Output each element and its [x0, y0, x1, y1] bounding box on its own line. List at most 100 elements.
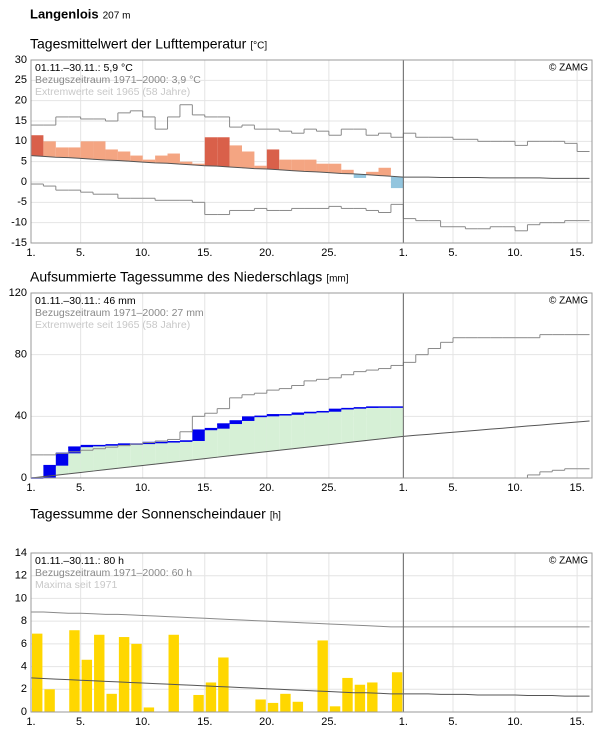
- x-tick-label: 1.: [26, 247, 35, 259]
- temperature-bar: [291, 159, 305, 172]
- sunshine-bar: [255, 699, 266, 712]
- daily-precipitation: [229, 420, 242, 425]
- x-tick-label: 5.: [448, 482, 457, 494]
- surplus-area: [217, 424, 230, 457]
- chart-unit: [h]: [270, 511, 281, 522]
- y-tick-label: -15: [11, 237, 27, 249]
- temperature-bar: [378, 167, 391, 176]
- sunshine-bar: [342, 677, 353, 712]
- period-label: 01.11.–30.11.: 5,9 °C: [35, 62, 133, 74]
- y-tick-label: 0: [21, 472, 27, 484]
- temperature-bar: [142, 159, 156, 163]
- reference-line: [30, 420, 590, 479]
- sunshine-bar: [44, 689, 55, 712]
- temperature-bar: [390, 176, 404, 189]
- x-tick-label: 1.: [399, 716, 408, 728]
- daily-precipitation: [68, 447, 81, 454]
- surplus-area: [304, 412, 317, 447]
- sunshine-bar: [94, 634, 105, 712]
- temperature-bar: [266, 149, 280, 170]
- y-tick-label: 5: [21, 156, 27, 168]
- temperature-bar: [254, 165, 267, 169]
- temperature-bar: [167, 153, 180, 164]
- plot-frame: [30, 552, 593, 713]
- temperature-bar: [241, 151, 255, 169]
- sunshine-bar: [317, 640, 328, 712]
- x-tick-label: 1.: [399, 482, 408, 494]
- x-tick-label: 10.: [507, 247, 522, 259]
- temperature-bar: [80, 141, 94, 159]
- surplus-area: [390, 407, 404, 438]
- temperature-bar: [68, 147, 81, 159]
- y-tick-label: -5: [17, 196, 27, 208]
- x-tick-label: 5.: [76, 482, 85, 494]
- chart-unit: [mm]: [326, 274, 348, 285]
- sunshine-bar: [193, 694, 204, 712]
- surplus-area: [353, 407, 367, 442]
- extremes-label: Maxima seit 1971: [35, 579, 117, 591]
- sunshine-bar: [292, 701, 304, 712]
- x-tick-label: 25.: [321, 482, 336, 494]
- sunshine-bar: [280, 693, 291, 712]
- sunshine-bar: [131, 643, 142, 712]
- daily-precipitation: [142, 442, 156, 445]
- temperature-bar: [353, 174, 367, 178]
- surplus-area: [105, 444, 118, 469]
- surplus-area: [316, 411, 329, 446]
- daily-precipitation: [192, 430, 205, 441]
- x-tick-label: 10.: [507, 716, 522, 728]
- y-tick-label: 12: [15, 570, 27, 582]
- sunshine-bar: [329, 706, 341, 712]
- y-tick-label: 10: [15, 135, 27, 147]
- sunshine-bar: [205, 682, 217, 712]
- surplus-area: [117, 444, 131, 468]
- temperature-bar: [204, 137, 218, 166]
- temperature-bar: [217, 137, 230, 167]
- chart-title: Tagesmittelwert der Lufttemperatur: [30, 36, 247, 52]
- y-tick-label: 20: [15, 95, 27, 107]
- surplus-area: [204, 428, 218, 458]
- x-tick-label: 10.: [135, 716, 150, 728]
- x-tick-label: 15.: [197, 247, 212, 259]
- x-tick-label: 5.: [76, 247, 85, 259]
- temperature-bar: [155, 155, 168, 164]
- daily-precipitation: [55, 453, 69, 466]
- y-tick-label: 10: [15, 592, 27, 604]
- daily-precipitation: [217, 424, 230, 429]
- sunshine-bar: [118, 637, 130, 712]
- y-tick-label: 14: [15, 547, 27, 559]
- temperature-bar: [105, 149, 118, 161]
- station-elevation: 207 m: [103, 11, 131, 22]
- x-tick-label: 15.: [197, 716, 212, 728]
- copyright: © ZAMG: [549, 63, 588, 74]
- sunshine-bar: [81, 659, 93, 712]
- sunshine-bar: [32, 633, 43, 712]
- x-tick-label: 15.: [569, 716, 584, 728]
- plot-frame: [30, 292, 593, 479]
- temperature-bar: [279, 159, 292, 171]
- surplus-area: [341, 408, 354, 443]
- extremes-label: Extremwerte seit 1965 (58 Jahre): [35, 319, 190, 331]
- x-tick-label: 15.: [569, 482, 584, 494]
- temperature-bar: [304, 159, 317, 172]
- sunshine-bar: [143, 707, 155, 712]
- x-tick-label: 20.: [259, 716, 274, 728]
- surplus-area: [68, 447, 81, 474]
- surplus-area: [142, 442, 156, 465]
- extreme-max-line: [31, 611, 590, 628]
- temperature-bar: [130, 155, 143, 162]
- temperature-bar: [31, 135, 44, 156]
- y-tick-label: 120: [9, 287, 27, 299]
- temperature-bar: [341, 169, 354, 174]
- chart-title: Aufsummierte Tagessumme des Niederschlag…: [30, 269, 322, 285]
- x-tick-label: 5.: [448, 247, 457, 259]
- x-tick-label: 1.: [26, 482, 35, 494]
- reference-line: [30, 155, 590, 179]
- plot-frame: [30, 59, 593, 244]
- surplus-area: [378, 407, 391, 439]
- sunshine-bar: [267, 702, 279, 712]
- surplus-area: [155, 442, 168, 464]
- temperature-bar: [316, 163, 329, 173]
- surplus-area: [366, 407, 379, 440]
- chart-unit: [°C]: [250, 41, 267, 52]
